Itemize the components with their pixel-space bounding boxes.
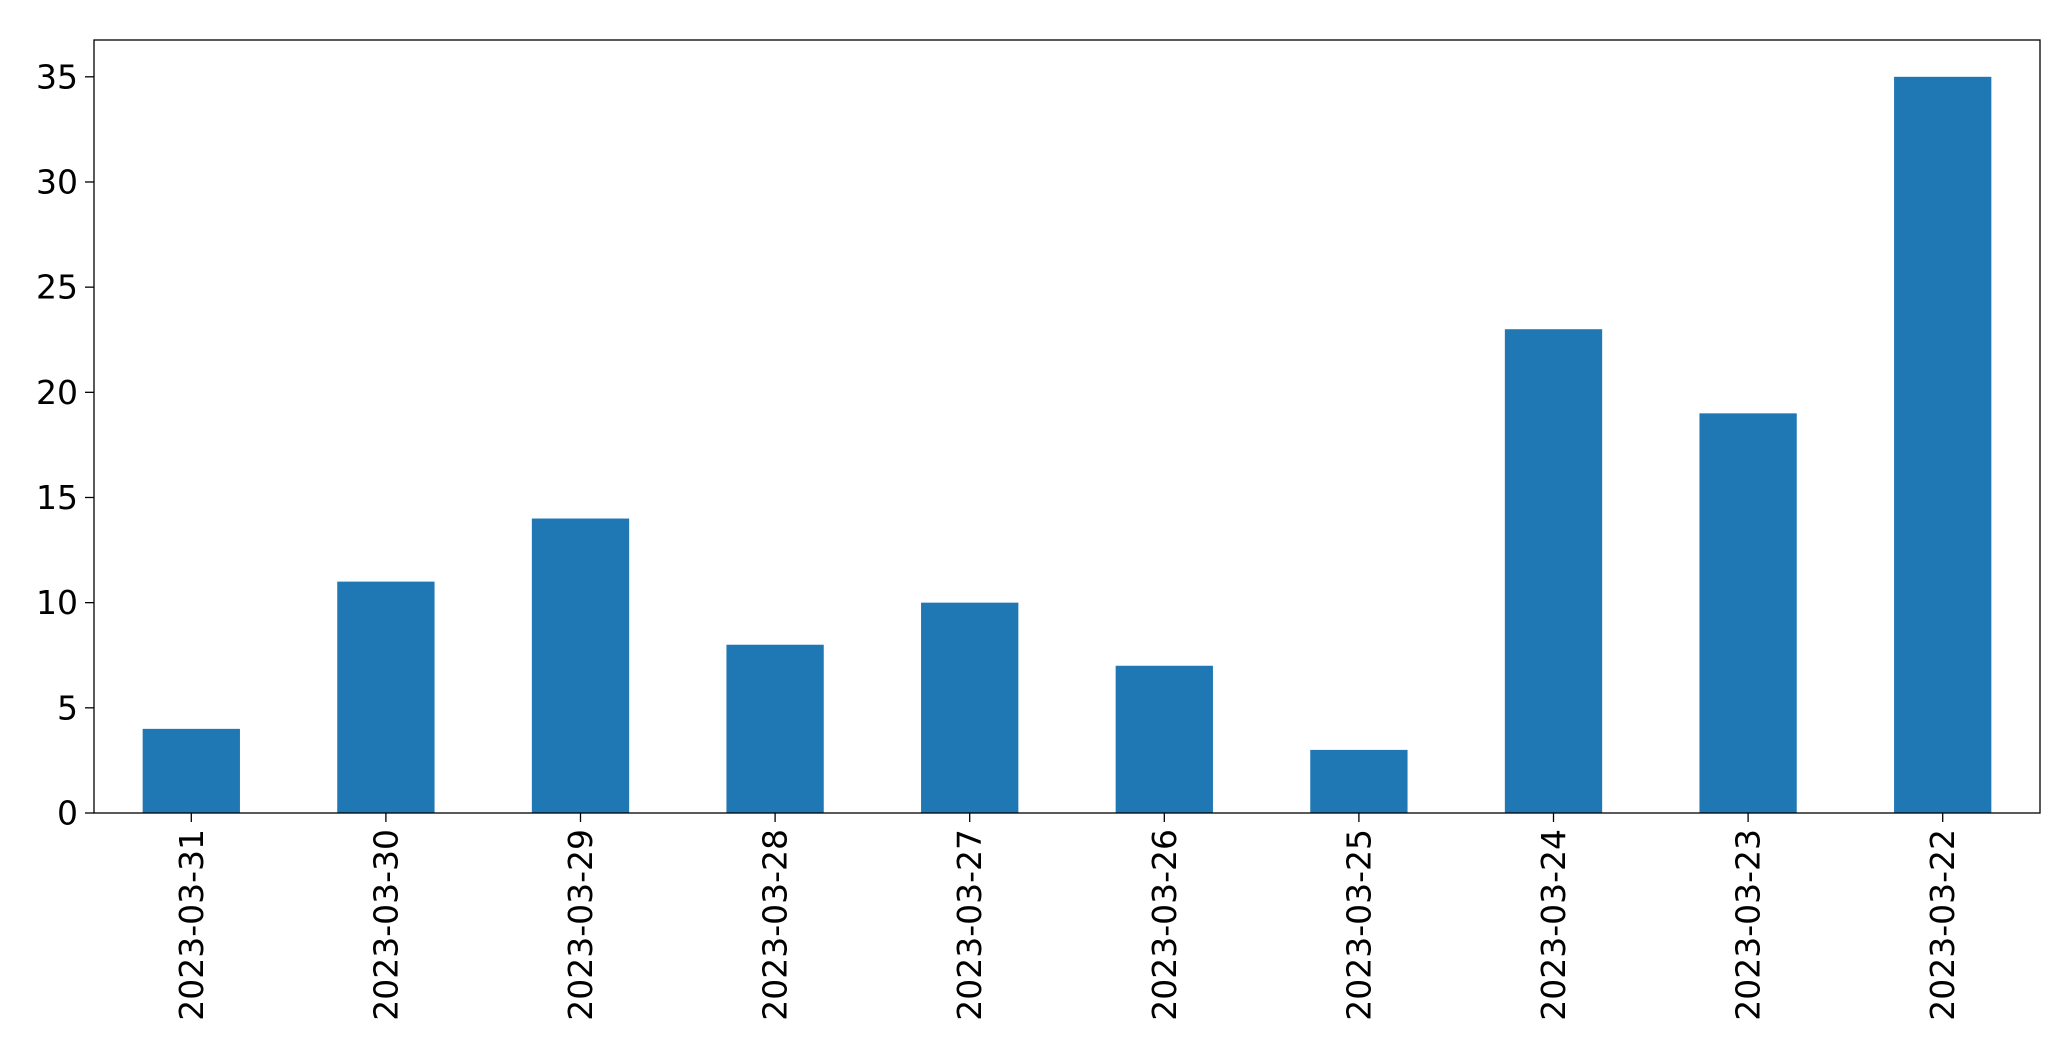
- y-tick-label: 0: [57, 794, 78, 833]
- x-tick-label: 2023-03-22: [1923, 829, 1962, 1021]
- bar-2023-03-26: [1115, 665, 1213, 813]
- x-tick-label: 2023-03-24: [1534, 829, 1573, 1021]
- x-tick-label: 2023-03-30: [366, 829, 405, 1021]
- bar-2023-03-30: [337, 581, 435, 813]
- bars-group: [142, 76, 1992, 814]
- x-axis: 2023-03-31 2023-03-30 2023-03-29 2023-03-28…: [172, 813, 1962, 1021]
- bar-2023-03-25: [1310, 749, 1408, 813]
- bar-2023-03-28: [726, 644, 824, 813]
- x-tick-label: 2023-03-31: [172, 829, 211, 1021]
- x-tick-label: 2023-03-27: [950, 829, 989, 1021]
- bar-2023-03-31: [142, 728, 240, 813]
- y-tick-label: 5: [57, 688, 78, 727]
- bar-2023-03-23: [1699, 413, 1797, 813]
- y-tick-label: 10: [36, 583, 78, 622]
- bar-2023-03-24: [1504, 329, 1603, 813]
- bar-2023-03-27: [921, 602, 1019, 813]
- y-tick-label: 35: [36, 57, 78, 96]
- bar-2023-03-29: [531, 518, 630, 813]
- x-tick-label: 2023-03-23: [1729, 829, 1768, 1021]
- y-tick-label: 30: [36, 162, 78, 201]
- x-tick-label: 2023-03-25: [1339, 829, 1378, 1021]
- bar-2023-03-22: [1894, 76, 1992, 814]
- x-tick-label: 2023-03-26: [1145, 829, 1184, 1021]
- y-tick-label: 25: [36, 268, 78, 307]
- y-tick-label: 20: [36, 373, 78, 412]
- x-tick-label: 2023-03-28: [756, 829, 795, 1021]
- plot-frame: [93, 39, 2041, 814]
- x-tick-label: 2023-03-29: [561, 829, 600, 1021]
- y-axis: 0 5 10 15 20 25 30 35: [36, 57, 94, 833]
- y-tick-label: 15: [36, 478, 78, 517]
